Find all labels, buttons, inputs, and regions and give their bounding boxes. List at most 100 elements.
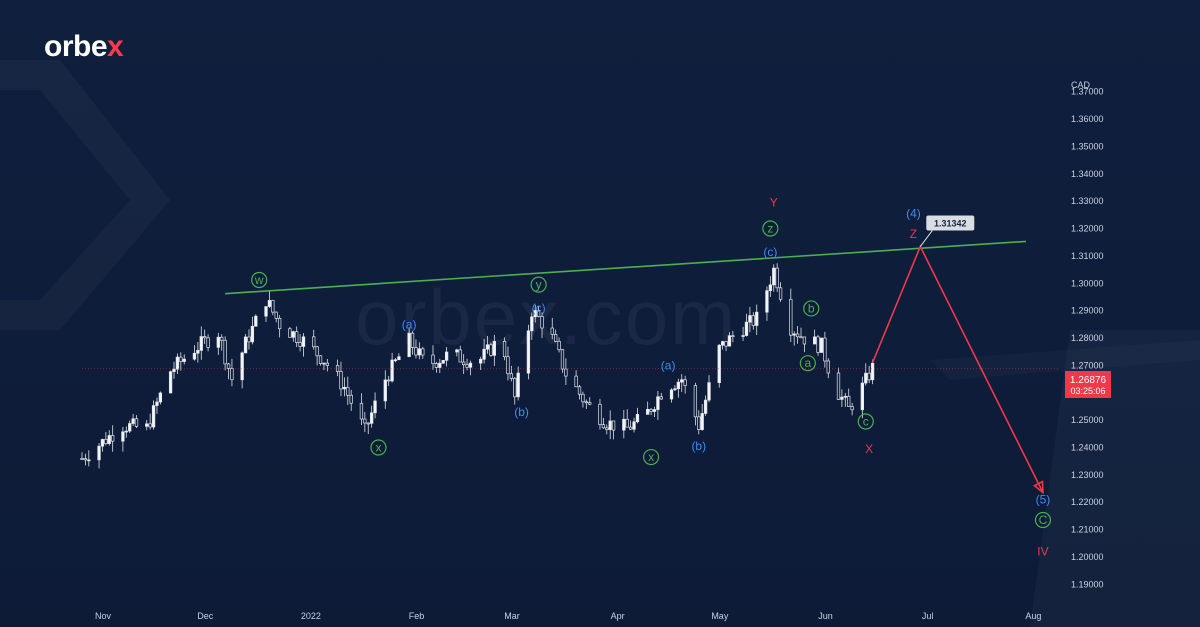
x-tick-label: Jun	[818, 611, 833, 621]
candle-body	[680, 379, 684, 383]
wave-label-circle	[370, 439, 387, 456]
logo-accent: x	[107, 30, 124, 63]
candle-body	[724, 341, 728, 347]
candle-body	[608, 420, 612, 430]
projection-arrow-head	[1033, 480, 1044, 495]
candle-body	[421, 348, 425, 356]
target-price-badge: 1.31342	[919, 215, 975, 247]
candle-body	[622, 418, 626, 431]
x-tick-label: May	[711, 611, 729, 621]
candle-body	[247, 336, 251, 343]
candle-body	[342, 386, 347, 390]
candle-body	[131, 418, 135, 424]
wave-label: (b)	[514, 405, 529, 419]
candle-body	[363, 418, 367, 424]
candle-body	[864, 372, 868, 384]
wave-label: Y	[770, 196, 778, 210]
candle-body	[346, 386, 350, 396]
candle-body	[373, 400, 377, 414]
candle-body	[458, 349, 462, 363]
wave-labels-layer: w x y x z b a c C (a) (c) (b) (a) (b) (c) (4) (5) Y Z X IV	[251, 196, 1052, 558]
candle-body	[502, 341, 507, 358]
candle-body	[274, 311, 278, 319]
candle-body	[465, 364, 469, 368]
candle-body	[649, 409, 653, 412]
trendline	[225, 240, 1026, 295]
candle-body	[410, 332, 415, 348]
candle-body	[772, 267, 776, 286]
candle-body	[104, 439, 108, 444]
wave-label: x	[375, 440, 381, 454]
candle-body	[870, 362, 875, 381]
candle-body	[554, 334, 558, 342]
wave-label: a	[804, 356, 811, 370]
candle-body	[751, 315, 755, 326]
y-tick-label: 1.36000	[1071, 114, 1104, 124]
y-tick-label: 1.32000	[1071, 224, 1104, 234]
candle-body	[414, 347, 418, 356]
candle-body	[182, 358, 186, 362]
candle-body	[536, 310, 541, 317]
candle-body	[172, 368, 176, 373]
y-tick-label: 1.20000	[1071, 552, 1104, 562]
wave-label-circle	[530, 276, 547, 293]
candle-body	[765, 290, 769, 313]
candle-body	[264, 306, 268, 317]
candle-body	[741, 335, 745, 337]
candle-body	[847, 395, 851, 407]
y-tick-label: 1.27000	[1071, 360, 1104, 370]
candle-body	[731, 335, 735, 338]
candle-body	[727, 335, 732, 347]
candle-body	[560, 349, 565, 370]
candle-body	[407, 332, 411, 358]
candle-body	[295, 331, 299, 343]
wave-label: (4)	[906, 206, 921, 220]
candle-body	[322, 362, 326, 365]
wave-label: x	[648, 450, 654, 464]
candle-body	[148, 423, 152, 428]
candle-body	[444, 351, 449, 361]
candle-body	[506, 356, 510, 375]
candle-body	[325, 362, 330, 366]
candle-body	[277, 317, 282, 330]
candle-body	[203, 336, 207, 339]
x-tick-label: 2022	[301, 611, 321, 621]
wave-label-circle	[857, 413, 874, 430]
candle-body	[271, 300, 275, 313]
candle-body	[417, 348, 422, 356]
candle-body	[199, 336, 203, 351]
wave-label: (5)	[1036, 492, 1051, 506]
candle-body	[625, 418, 629, 428]
candle-body	[240, 352, 244, 381]
candle-body	[124, 430, 128, 433]
candle-body	[840, 396, 844, 400]
candle-body	[87, 459, 91, 462]
candle-body	[206, 337, 210, 348]
projection-path	[871, 244, 1044, 493]
candle-body	[291, 331, 295, 338]
candle-body	[598, 403, 602, 426]
x-tick-label: Aug	[1025, 611, 1041, 621]
candle-body	[492, 341, 496, 356]
candle-body	[168, 371, 173, 394]
wave-label: (a)	[661, 358, 676, 372]
candle-body	[175, 356, 180, 370]
x-tick-label: Feb	[409, 611, 425, 621]
wave-label: (a)	[402, 317, 417, 331]
candle-body	[789, 298, 793, 336]
candle-body	[387, 379, 391, 382]
x-tick-label: Jul	[922, 611, 934, 621]
candle-body	[628, 426, 633, 430]
candle-body	[349, 394, 353, 404]
y-tick-label: 1.31000	[1071, 251, 1104, 261]
candle-body	[816, 336, 820, 353]
candle-body	[564, 368, 568, 377]
candle-body	[366, 422, 370, 425]
wave-label: (b)	[691, 439, 706, 453]
candle-body	[700, 413, 704, 430]
candle-body	[134, 418, 139, 427]
candle-body	[659, 396, 663, 400]
y-tick-label: 1.35000	[1071, 141, 1104, 151]
